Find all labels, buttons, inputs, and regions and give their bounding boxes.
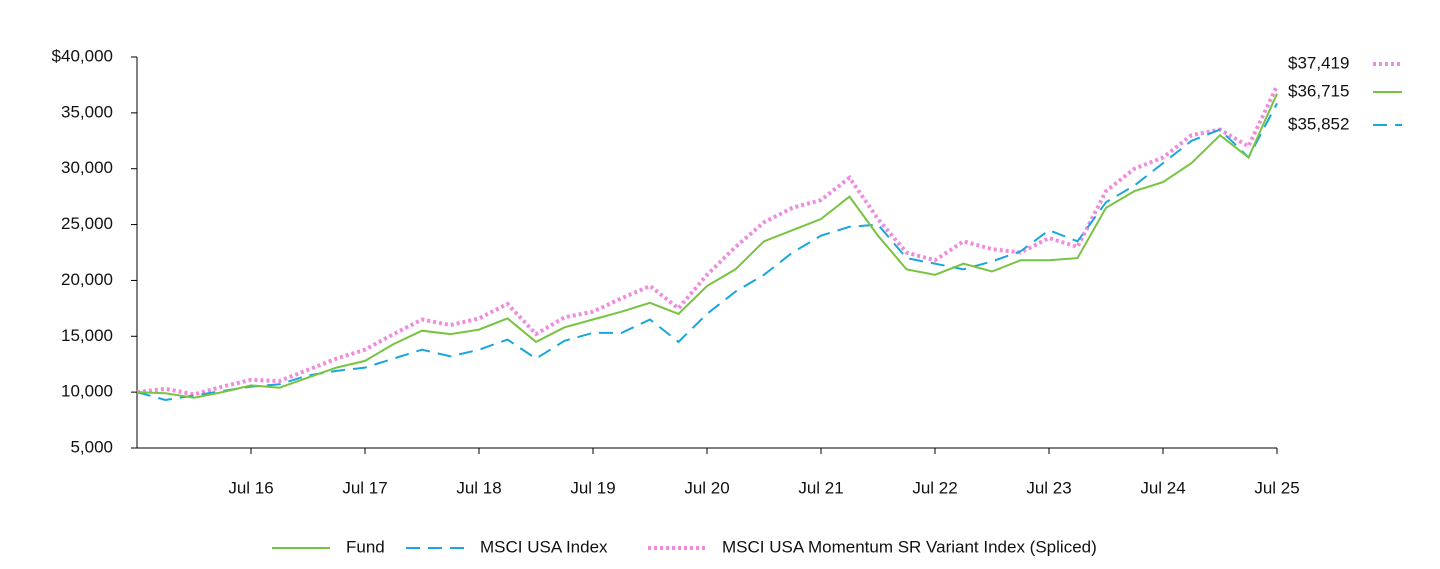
x-tick-label: Jul 17: [342, 478, 387, 497]
x-tick-label: Jul 19: [570, 478, 615, 497]
x-tick-label: Jul 20: [684, 478, 729, 497]
end-label: $37,419: [1288, 53, 1349, 72]
x-tick-label: Jul 23: [1026, 478, 1071, 497]
y-tick-label: 15,000: [61, 326, 113, 345]
legend-label: MSCI USA Momentum SR Variant Index (Spli…: [722, 537, 1097, 556]
series-line: [136, 84, 1279, 397]
y-tick-label: 30,000: [61, 158, 113, 177]
end-label: $35,852: [1288, 114, 1349, 133]
series-line: [136, 102, 1278, 402]
x-tick-label: Jul 24: [1140, 478, 1185, 497]
y-tick-label: $40,000: [52, 46, 113, 65]
series-line: [136, 93, 1278, 399]
legend-label: MSCI USA Index: [480, 537, 608, 556]
x-tick-label: Jul 21: [798, 478, 843, 497]
x-tick-label: Jul 16: [228, 478, 273, 497]
x-tick-label: Jul 18: [456, 478, 501, 497]
y-tick-label: 10,000: [61, 382, 113, 401]
y-tick-label: 25,000: [61, 214, 113, 233]
x-tick-label: Jul 25: [1254, 478, 1299, 497]
end-label: $36,715: [1288, 81, 1349, 100]
y-tick-label: 20,000: [61, 270, 113, 289]
x-tick-label: Jul 22: [912, 478, 957, 497]
y-tick-label: 5,000: [70, 437, 113, 456]
y-tick-label: 35,000: [61, 102, 113, 121]
legend-label: Fund: [346, 537, 385, 556]
